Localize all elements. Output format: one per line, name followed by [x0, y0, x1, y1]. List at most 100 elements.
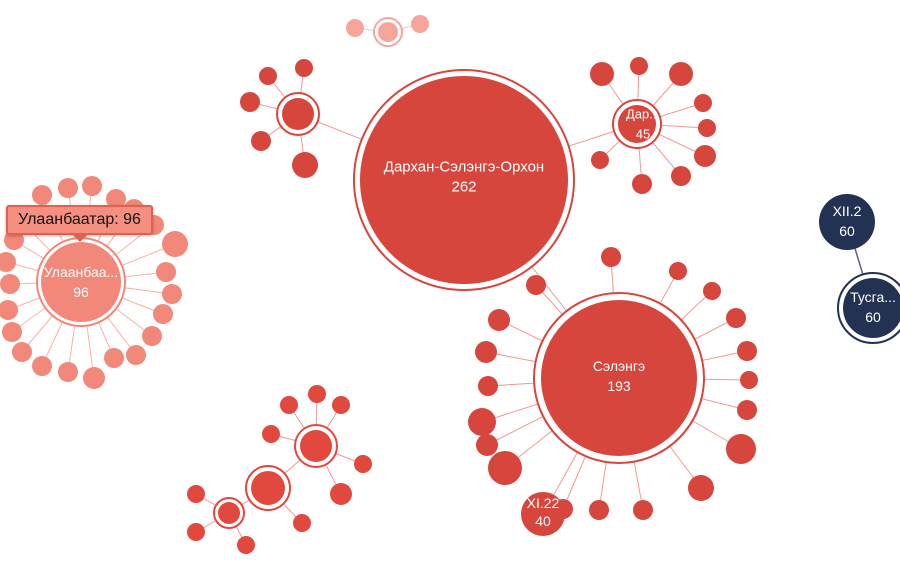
- node-xi22[interactable]: XI.22 40: [521, 492, 565, 536]
- leaf-node[interactable]: [478, 376, 498, 396]
- leaf-node[interactable]: [330, 483, 352, 505]
- hub-lower-b-core: [251, 471, 285, 505]
- leaf-node[interactable]: [156, 262, 176, 282]
- leaf-node[interactable]: [162, 284, 182, 304]
- hub-faded-top[interactable]: [373, 17, 403, 47]
- hub-lower-a-core: [300, 430, 332, 462]
- leaf-node[interactable]: [630, 57, 648, 75]
- leaf-node[interactable]: [671, 166, 691, 186]
- leaf-node[interactable]: [694, 145, 716, 167]
- node-value: 60: [839, 223, 855, 239]
- node-label: Дархан-Сэлэнгэ-Орхон: [384, 158, 544, 175]
- leaf-node[interactable]: [280, 396, 298, 414]
- leaf-node[interactable]: [292, 152, 318, 178]
- leaf-node[interactable]: [251, 131, 271, 151]
- hub-lower-c[interactable]: [213, 497, 245, 529]
- leaf-node[interactable]: [295, 59, 313, 77]
- leaf-node[interactable]: [726, 434, 756, 464]
- hub-lower-a[interactable]: [294, 424, 338, 468]
- leaf-node[interactable]: [2, 322, 22, 342]
- leaf-node[interactable]: [468, 408, 496, 436]
- leaf-node[interactable]: [737, 400, 757, 420]
- leaf-node[interactable]: [411, 15, 429, 33]
- hub-small-left[interactable]: [276, 92, 320, 136]
- leaf-node[interactable]: [32, 356, 52, 376]
- leaf-node[interactable]: [488, 309, 510, 331]
- hub-selenge[interactable]: Сэлэнгэ 193: [533, 292, 705, 464]
- leaf-node[interactable]: [488, 451, 522, 485]
- node-value: 40: [535, 513, 551, 529]
- leaf-node[interactable]: [12, 342, 32, 362]
- leaf-node[interactable]: [142, 326, 162, 346]
- leaf-node[interactable]: [740, 371, 758, 389]
- node-xii2[interactable]: XII.2 60: [819, 194, 875, 250]
- leaf-node[interactable]: [0, 274, 20, 294]
- node-value: 193: [607, 378, 631, 394]
- leaf-node[interactable]: [589, 500, 609, 520]
- hub-lower-b[interactable]: [245, 465, 291, 511]
- leaf-node[interactable]: [526, 275, 546, 295]
- leaf-node[interactable]: [726, 308, 746, 328]
- leaf-node[interactable]: [737, 341, 757, 361]
- node-label: Тусга...: [850, 289, 896, 305]
- leaf-node[interactable]: [703, 282, 721, 300]
- hub-lower-c-core: [218, 502, 240, 524]
- hub-ulaanbaatar[interactable]: Улаанбаа... 96: [36, 237, 126, 327]
- hub-selenge-core: [541, 300, 697, 456]
- leaf-node[interactable]: [262, 425, 280, 443]
- hub-dar[interactable]: Дар... 45: [612, 99, 662, 149]
- leaf-node[interactable]: [694, 94, 712, 112]
- hub-tusga-core: [843, 278, 900, 338]
- leaf-node[interactable]: [601, 247, 621, 267]
- leaf-node[interactable]: [476, 434, 498, 456]
- leaf-node[interactable]: [106, 189, 126, 209]
- leaf-node[interactable]: [354, 455, 372, 473]
- leaf-node[interactable]: [308, 385, 326, 403]
- leaf-node[interactable]: [187, 485, 205, 503]
- leaf-node[interactable]: [153, 304, 173, 324]
- leaf-node[interactable]: [633, 500, 653, 520]
- hub-darkhan-selenge-orkhon[interactable]: Дархан-Сэлэнгэ-Орхон 262: [353, 69, 575, 291]
- leaf-node[interactable]: [669, 262, 687, 280]
- node-value: 45: [636, 127, 650, 142]
- node-value: 262: [451, 178, 476, 195]
- leaf-node[interactable]: [332, 396, 350, 414]
- leaf-node[interactable]: [58, 178, 78, 198]
- leaf-node[interactable]: [632, 174, 652, 194]
- leaf-node[interactable]: [126, 345, 146, 365]
- hub-dar-core: [618, 105, 656, 143]
- leaf-node[interactable]: [669, 62, 693, 86]
- leaf-node[interactable]: [698, 119, 716, 137]
- tooltip-text: Улаанбаатар: 96: [18, 211, 141, 228]
- leaf-node[interactable]: [58, 362, 78, 382]
- hub-faded-top-core: [378, 22, 398, 42]
- leaf-node[interactable]: [688, 475, 714, 501]
- leaf-node[interactable]: [590, 62, 614, 86]
- node-value: 96: [73, 284, 89, 300]
- node-label: XII.2: [833, 203, 862, 219]
- node-label: Сэлэнгэ: [593, 358, 645, 374]
- hub-small-left-core: [282, 98, 314, 130]
- leaf-node[interactable]: [475, 341, 497, 363]
- leaf-node[interactable]: [237, 536, 255, 554]
- leaf-node[interactable]: [591, 151, 609, 169]
- node-xii2-core: [819, 194, 875, 250]
- leaf-node[interactable]: [83, 367, 105, 389]
- leaf-node[interactable]: [346, 19, 364, 37]
- leaf-node[interactable]: [82, 176, 102, 196]
- leaf-node[interactable]: [104, 348, 124, 368]
- leaf-node[interactable]: [162, 231, 188, 257]
- leaf-node[interactable]: [0, 300, 18, 320]
- node-label: XI.22: [527, 495, 560, 511]
- leaf-node[interactable]: [187, 523, 205, 541]
- leaf-node[interactable]: [259, 67, 277, 85]
- node-label: Дар...: [626, 107, 660, 122]
- leaf-node[interactable]: [293, 514, 311, 532]
- leaf-node[interactable]: [0, 252, 16, 272]
- leaf-node[interactable]: [4, 230, 24, 250]
- leaf-node[interactable]: [240, 92, 260, 112]
- node-value: 60: [865, 309, 881, 325]
- hub-tusga[interactable]: Тусга... 60: [837, 272, 900, 344]
- leaf-node[interactable]: [32, 185, 52, 205]
